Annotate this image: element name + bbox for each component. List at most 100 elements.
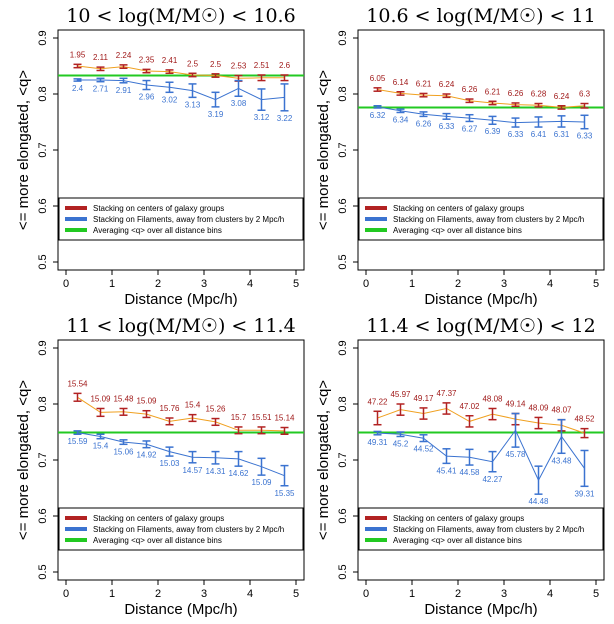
group-errorbar — [580, 102, 589, 109]
group-data-label: 15.54 — [67, 379, 88, 388]
filament-errorbar — [580, 449, 589, 488]
group-errorbar — [96, 66, 105, 72]
panel-3: 11 < log(M/M☉) < 11.4 0.5 0.6 0.7 0.8 0.9 0 1 2 3… — [15, 315, 305, 618]
y-axis-label: <= more elongated, <q> — [315, 70, 332, 230]
legend-label: Stacking on centers of galaxy groups — [93, 204, 224, 213]
legend: Stacking on centers of galaxy groups Stac… — [58, 197, 304, 241]
group-data-label: 2.24 — [116, 51, 132, 60]
group-data-label: 47.37 — [436, 389, 457, 398]
panel-title: 11.4 < log(M/M☉) < 12 — [366, 315, 595, 337]
filament-data-label: 6.34 — [393, 115, 409, 124]
y-tick-label: 0.9 — [37, 340, 49, 355]
filament-errorbar — [511, 412, 520, 448]
filament-data-label: 15.06 — [113, 447, 134, 456]
filament-errorbar — [96, 77, 105, 83]
y-axis-label: <= more elongated, <q> — [15, 70, 32, 230]
filament-errorbar — [534, 116, 543, 128]
filament-data-label: 6.27 — [462, 124, 478, 133]
filament-data-label: 45.2 — [393, 439, 409, 448]
filament-errorbar — [580, 114, 589, 130]
x-tick-label: 0 — [363, 588, 369, 600]
legend-label: Averaging <q> over all distance bins — [393, 226, 522, 235]
filament-data-label: 3.22 — [277, 114, 293, 123]
group-data-label: 49.14 — [505, 400, 526, 409]
panel-2: 10.6 < log(M/M☉) < 11 0.5 0.6 0.7 0.8 0.9 0 1 2 3… — [315, 5, 605, 308]
x-tick-label: 2 — [455, 588, 461, 600]
filament-errorbar — [73, 430, 82, 435]
group-data-label: 6.21 — [416, 79, 432, 88]
x-tick-label: 5 — [293, 278, 299, 290]
panel-1: 10 < log(M/M☉) < 10.6 0.5 0.6 0.7 0.8 0.9 0 1 2 3… — [15, 5, 305, 308]
y-tick-label: 0.8 — [337, 86, 349, 101]
x-tick-label: 5 — [293, 588, 299, 600]
group-data-label: 48.09 — [528, 403, 549, 412]
group-errorbar — [73, 392, 82, 402]
group-data-label: 47.22 — [367, 397, 388, 406]
filament-errorbar — [73, 78, 82, 82]
legend-box — [358, 197, 604, 241]
x-tick-label: 0 — [63, 278, 69, 290]
filament-data-label: 14.92 — [136, 451, 157, 460]
group-errorbar — [373, 410, 382, 426]
filament-errorbar — [142, 79, 151, 91]
filament-errorbar — [373, 105, 382, 109]
group-errorbar — [419, 407, 428, 420]
filament-errorbar — [557, 418, 566, 455]
group-errorbar — [373, 87, 382, 92]
filament-data-label: 43.48 — [551, 456, 572, 465]
group-errorbar — [534, 416, 543, 430]
y-tick-label: 0.7 — [337, 142, 349, 157]
group-errorbar — [119, 64, 128, 69]
y-tick-label: 0.7 — [337, 452, 349, 467]
y-tick-label: 0.6 — [337, 198, 349, 213]
filament-errorbar — [165, 81, 174, 94]
group-data-label: 6.14 — [393, 78, 409, 87]
filament-data-label: 45.41 — [436, 466, 457, 475]
group-errorbar — [73, 63, 82, 69]
group-data-label: 47.02 — [459, 402, 480, 411]
y-tick-label: 0.6 — [37, 198, 49, 213]
group-data-label: 6.05 — [370, 74, 386, 83]
filament-errorbar — [442, 112, 451, 120]
group-errorbar — [580, 427, 589, 439]
group-errorbar — [465, 415, 474, 428]
group-data-label: 45.97 — [390, 390, 411, 399]
y-tick-label: 0.5 — [337, 254, 349, 269]
group-data-label: 15.4 — [185, 401, 201, 410]
group-errorbar — [257, 74, 266, 82]
filament-data-label: 3.13 — [185, 100, 201, 109]
group-errorbar — [465, 98, 474, 104]
group-errorbar — [211, 73, 220, 78]
legend-label: Stacking on Filaments, away from cluster… — [393, 215, 584, 224]
filament-data-label: 15.4 — [93, 442, 109, 451]
x-tick-label: 1 — [109, 278, 115, 290]
legend-label: Stacking on Filaments, away from cluster… — [93, 215, 284, 224]
filament-data-label: 6.33 — [508, 130, 524, 139]
group-data-label: 6.21 — [485, 87, 501, 96]
group-errorbar — [488, 407, 497, 421]
panel-4: 11.4 < log(M/M☉) < 12 0.5 0.6 0.7 0.8 0.9 0 1 2 3… — [315, 315, 605, 618]
filament-data-label: 44.58 — [459, 468, 480, 477]
filament-data-label: 14.62 — [228, 469, 249, 478]
y-tick-label: 0.7 — [37, 452, 49, 467]
group-data-label: 6.3 — [579, 90, 591, 99]
filament-data-label: 2.71 — [93, 85, 109, 94]
filament-data-label: 15.09 — [251, 478, 272, 487]
filament-errorbar — [396, 431, 405, 438]
filament-errorbar — [511, 117, 520, 128]
group-errorbar — [396, 403, 405, 416]
panel-title: 10.6 < log(M/M☉) < 11 — [366, 5, 595, 27]
filament-series-line — [77, 432, 285, 477]
group-errorbar — [234, 426, 243, 435]
group-errorbar — [188, 413, 197, 423]
filament-errorbar — [165, 446, 174, 457]
group-data-label: 2.11 — [93, 53, 109, 62]
group-errorbar — [488, 100, 497, 106]
group-data-label: 6.24 — [439, 80, 455, 89]
group-data-label: 48.08 — [482, 394, 503, 403]
group-series-line — [377, 407, 585, 434]
filament-data-label: 6.33 — [439, 122, 455, 131]
x-tick-label: 4 — [247, 588, 253, 600]
y-tick-label: 0.5 — [337, 564, 349, 579]
legend-box — [358, 507, 604, 551]
